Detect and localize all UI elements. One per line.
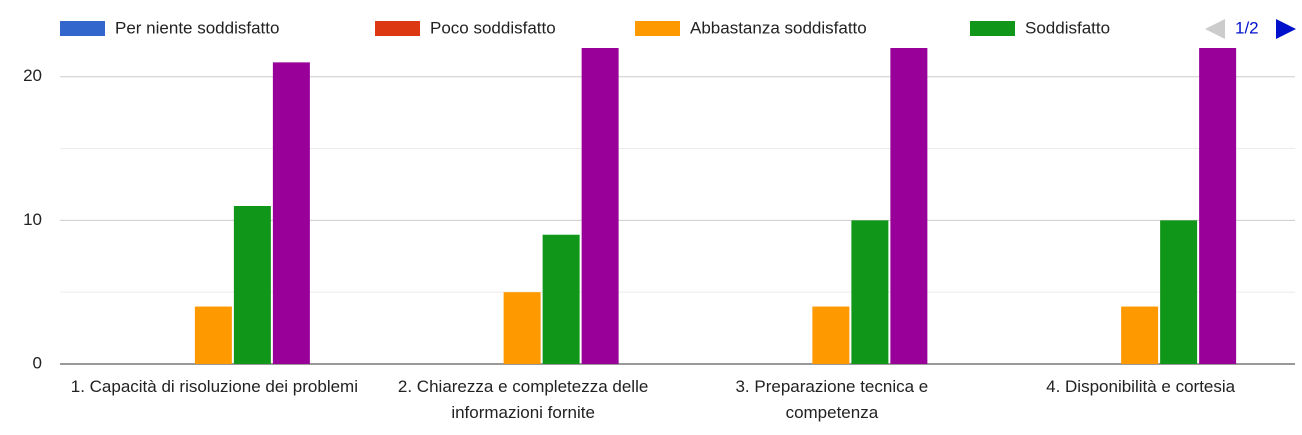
legend-label: Abbastanza soddisfatto — [690, 18, 867, 37]
x-tick-label: 2. Chiarezza e completezza delle informa… — [397, 377, 649, 422]
legend-swatch — [635, 21, 680, 36]
bar — [542, 234, 580, 364]
bar — [851, 220, 889, 364]
legend-next[interactable] — [1276, 19, 1296, 39]
legend-swatch — [970, 21, 1015, 36]
bar — [503, 292, 541, 364]
bar — [581, 48, 619, 364]
bar — [1199, 48, 1237, 364]
y-tick-label: 10 — [23, 210, 42, 229]
y-tick-label: 0 — [33, 353, 42, 372]
bar — [890, 48, 928, 364]
legend-label: Soddisfatto — [1025, 18, 1110, 37]
x-tick-label: 3. Preparazione tecnica e competenza — [735, 377, 929, 422]
legend-page: 1/2 — [1235, 18, 1259, 37]
bar — [812, 306, 850, 364]
bar — [233, 206, 271, 364]
bar — [1160, 220, 1198, 364]
legend-swatch — [375, 21, 420, 36]
legend-prev — [1205, 19, 1225, 39]
bar — [194, 306, 232, 364]
x-tick-label: 4. Disponibilità e cortesia — [1046, 377, 1236, 396]
bar — [272, 62, 310, 364]
y-tick-label: 20 — [23, 66, 42, 85]
legend-label: Poco soddisfatto — [430, 18, 556, 37]
legend-label: Per niente soddisfatto — [115, 18, 279, 37]
bar — [1121, 306, 1159, 364]
x-tick-label: 1. Capacità di risoluzione dei problemi — [70, 377, 358, 396]
legend-swatch — [60, 21, 105, 36]
